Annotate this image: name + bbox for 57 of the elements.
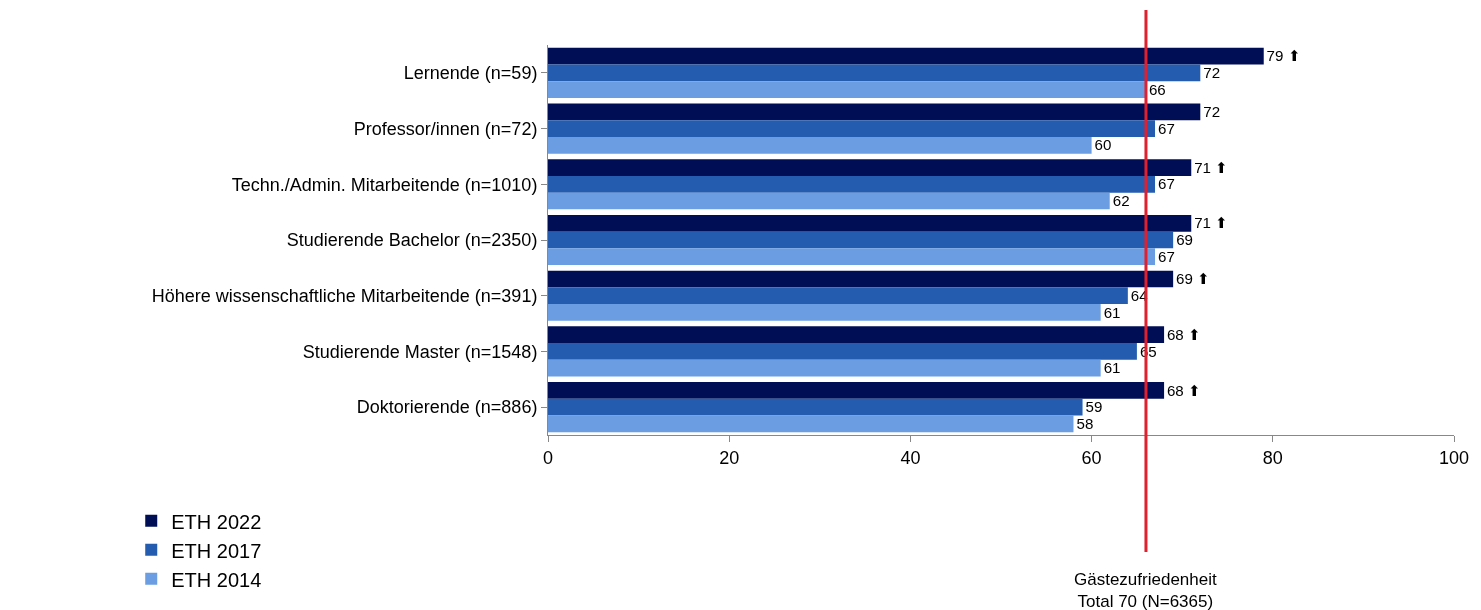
data-label: 67 (1158, 119, 1175, 137)
data-label: 67 (1158, 175, 1175, 193)
bar (548, 175, 1156, 193)
bar (548, 343, 1137, 360)
y-tick-label: Studierende Master (n=1548) (302, 341, 538, 362)
data-label: 60 (1094, 136, 1112, 154)
bar (548, 304, 1101, 321)
bar (548, 214, 1192, 232)
text: Gästezufriedenheit Total 70 (N=6365) (1074, 570, 1217, 610)
data-label: 59 (1085, 398, 1103, 416)
legend-label: ETH 2014 (171, 568, 262, 591)
bar (548, 47, 1264, 65)
data-label: 66 (1148, 80, 1166, 98)
y-tick-label: Lernende (n=59) (403, 63, 538, 84)
data-label: 69 ⬆ (1176, 270, 1211, 288)
x-tick-label: 0 (542, 447, 554, 468)
legend-label: ETH 2017 (171, 539, 262, 562)
bar (548, 159, 1192, 176)
y-tick-label: Professor/innen (n=72) (353, 118, 538, 139)
legend-label: ETH 2022 (171, 510, 262, 533)
data-label: 71 ⬆ (1194, 214, 1229, 232)
data-label: 69 (1176, 231, 1193, 249)
data-label: 71 ⬆ (1194, 158, 1229, 176)
bar (548, 81, 1146, 98)
bar (548, 120, 1156, 137)
data-label: 68 ⬆ (1166, 381, 1201, 399)
data-label: 61 (1103, 359, 1121, 377)
bar (548, 248, 1156, 266)
data-label: 68 ⬆ (1166, 325, 1201, 343)
data-label: 67 (1158, 247, 1175, 265)
bar (548, 382, 1165, 399)
bar (548, 287, 1128, 305)
bar (548, 103, 1201, 121)
data-label: 61 (1103, 303, 1121, 321)
x-tick-label: 80 (1262, 447, 1283, 468)
y-tick-label: Doktorierende (n=886) (356, 397, 538, 418)
data-label: 72 (1203, 103, 1221, 121)
x-tick-label: 40 (900, 447, 921, 468)
x-tick-label: 100 (1438, 447, 1470, 468)
bar (548, 326, 1165, 344)
y-tick-label: Höhere wissenschaftliche Mitarbeitende (n=391) (151, 286, 538, 307)
data-label: 79 ⬆ (1266, 47, 1301, 65)
bar (548, 359, 1101, 377)
bar (548, 415, 1074, 433)
x-tick-label: 20 (719, 447, 740, 468)
bar (548, 231, 1174, 249)
y-tick-label: Techn./Admin. Mitarbeitende (n=1010) (231, 174, 538, 195)
bar (548, 398, 1083, 416)
data-label: 58 (1076, 415, 1094, 433)
bar (548, 64, 1201, 82)
y-tick-label: Studierende Bachelor (n=2350) (286, 230, 538, 251)
bar (548, 192, 1110, 210)
bar (548, 136, 1092, 154)
x-tick-label: 60 (1081, 447, 1102, 468)
bar (548, 270, 1174, 288)
data-label: 62 (1112, 192, 1130, 210)
data-label: 72 (1203, 64, 1221, 82)
